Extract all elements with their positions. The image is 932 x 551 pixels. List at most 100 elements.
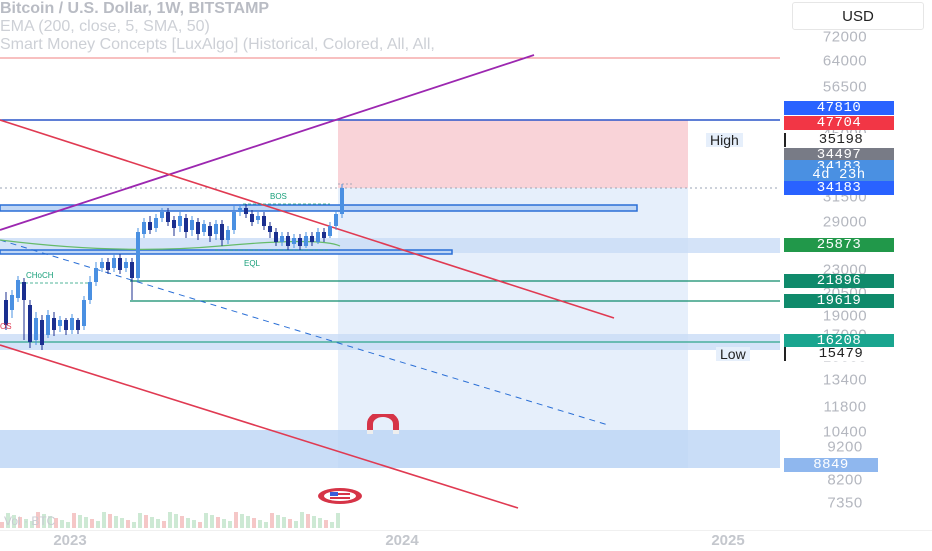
magnet-icon[interactable] [364,414,402,436]
red-channel-top[interactable] [0,119,615,319]
candle [34,318,38,340]
badge-47704[interactable]: 47704 [784,116,894,130]
candle [4,300,8,325]
volume-bar [294,521,298,528]
candle [130,262,134,278]
volume-bar [12,515,16,528]
order-block-upper[interactable] [0,204,638,212]
red-channel-bottom[interactable] [0,344,519,509]
volume-label: Vol · BTC [4,514,56,528]
candle [226,230,230,240]
volume-bar [264,522,268,528]
candle [10,295,14,310]
badge-high-35198[interactable]: 35198 [784,133,896,147]
candle [220,224,224,240]
volume-bar [252,518,256,528]
volume-bar [90,519,94,528]
volume-bar [216,517,220,528]
bos-left-label: OS [0,322,12,331]
volume-bar [78,515,82,528]
volume-bar [204,513,208,528]
price-tick: 64000 [822,52,868,70]
volume-bar [168,512,172,528]
candle [94,268,98,282]
ema-indicator-title[interactable]: EMA (200, close, 5, SMA, 50) [0,18,210,35]
volume-bar [336,513,340,528]
candle [250,214,254,222]
candle [184,218,188,232]
order-block-lower[interactable] [0,249,453,255]
purple-trend-line[interactable] [0,54,535,231]
volume-bar [192,520,196,528]
candle [238,208,242,212]
volume-bar [36,512,40,528]
volume-bar [18,517,22,528]
volume-bar [144,515,148,528]
eql-label: EQL [244,259,261,268]
volume-bar [54,518,58,528]
badge-low-15479[interactable]: 15479 [784,347,896,361]
volume-bar [0,522,4,528]
candle [244,208,248,214]
candle [112,258,116,268]
volume-bar [246,516,250,528]
badge-34183-current[interactable]: 34183 [784,181,894,195]
volume-bar [114,516,118,528]
candle [232,212,236,230]
candle [118,258,122,270]
time-axis[interactable] [0,530,932,551]
volume-bar [324,520,328,528]
high-label: High [706,133,743,147]
symbol-title[interactable]: Bitcoin / U.S. Dollar, 1W, BITSTAMP [0,0,270,17]
badge-25873[interactable]: 25873 [784,238,894,252]
candle [46,315,50,335]
volume-bar [300,512,304,528]
dashed-trend-line[interactable] [0,239,609,426]
badge-34497[interactable]: 34497 [784,148,894,162]
badge-8849[interactable]: 8849 [784,458,878,472]
volume-bar [96,521,100,528]
price-tick: 7350 [827,494,863,512]
candle [274,232,278,242]
flag-icon[interactable] [316,486,364,506]
badge-19619[interactable]: 19619 [784,294,894,308]
candle [16,280,20,298]
candle [76,320,80,330]
price-tick: 56500 [822,78,868,96]
chart-legend: Bitcoin / U.S. Dollar, 1W, BITSTAMP EMA … [0,0,435,54]
volume-bar [30,521,34,528]
candle [124,262,128,268]
badge-16208[interactable]: 16208 [784,334,894,348]
candle [82,300,86,326]
chart-area[interactable]: Bitcoin / U.S. Dollar, 1W, BITSTAMP EMA … [0,0,780,530]
volume-bar [108,514,112,528]
price-tick: 29000 [822,213,868,231]
price-tick: 8200 [827,471,863,489]
candle [142,222,146,234]
volume-bar [258,520,262,528]
volume-bar [186,518,190,528]
candle [160,212,164,218]
badge-47810[interactable]: 47810 [784,101,894,115]
volume-bar [180,516,184,528]
volume-bar [126,520,130,528]
candle [190,220,194,230]
volume-bar [312,516,316,528]
choch-label: CHoCH [26,271,54,280]
candle [298,238,302,246]
countdown-badge: 4d 23h [784,168,894,184]
candle [40,320,44,345]
volume-bar [120,518,124,528]
currency-selector[interactable]: USD [792,2,924,30]
volume-bar [84,517,88,528]
candle [28,305,32,342]
price-tick: 9200 [827,438,863,456]
time-tick-2025: 2025 [711,532,745,549]
volume-bar [138,513,142,528]
candle [214,224,218,234]
candle [172,220,176,228]
smc-indicator-title[interactable]: Smart Money Concepts [LuxAlgo] (Historic… [0,36,435,53]
price-axis[interactable] [780,0,932,530]
volume-bar [240,514,244,528]
badge-21896[interactable]: 21896 [784,274,894,288]
